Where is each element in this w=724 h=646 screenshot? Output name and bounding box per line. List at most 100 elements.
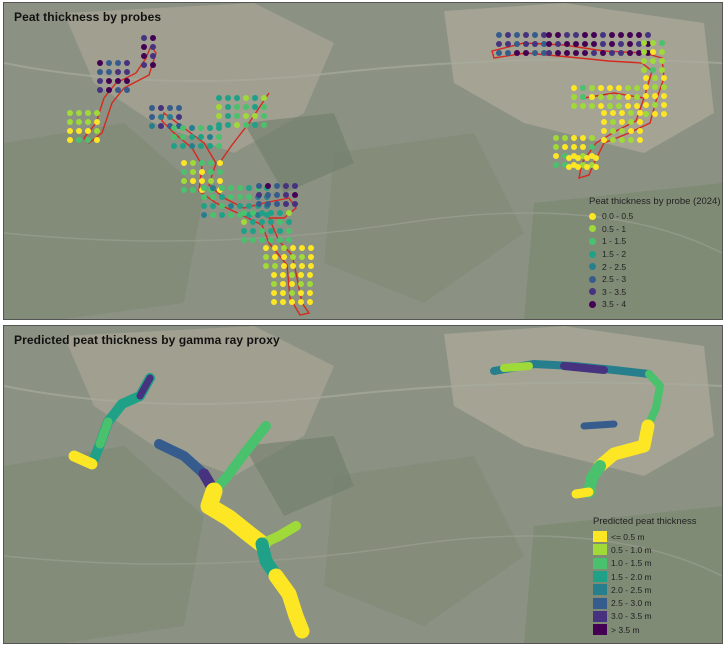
probe-point <box>298 272 304 278</box>
probe-point <box>274 183 280 189</box>
probe-point <box>261 104 267 110</box>
probe-point <box>250 219 256 225</box>
probe-point <box>618 32 624 38</box>
probe-point <box>281 245 287 251</box>
probe-point <box>618 41 624 47</box>
probe-point <box>641 67 647 73</box>
probe-point <box>634 103 640 109</box>
probe-legend: Peat thickness by probe (2024) 0.0 - 0.5… <box>589 196 721 311</box>
probe-point <box>546 50 552 56</box>
probe-point <box>598 94 604 100</box>
probe-point <box>298 290 304 296</box>
probe-point <box>271 290 277 296</box>
probe-point <box>67 119 73 125</box>
probe-point <box>243 104 249 110</box>
probe-point <box>298 299 304 305</box>
probe-point <box>265 201 271 207</box>
probe-point <box>299 254 305 260</box>
probe-point <box>607 103 613 109</box>
probe-point <box>180 125 186 131</box>
probe-point <box>106 69 112 75</box>
probe-point <box>94 128 100 134</box>
probe-point <box>598 85 604 91</box>
probe-point <box>645 32 651 38</box>
probe-point <box>598 103 604 109</box>
probe-point <box>580 135 586 141</box>
probe-map[interactable] <box>4 3 722 319</box>
probe-point <box>541 50 547 56</box>
probe-point <box>201 194 207 200</box>
probe-point <box>149 114 155 120</box>
probe-point <box>246 194 252 200</box>
probe-point <box>216 122 222 128</box>
probe-point <box>149 105 155 111</box>
probe-point <box>265 183 271 189</box>
probe-point <box>210 185 216 191</box>
legend-dot <box>589 250 596 258</box>
probe-point <box>97 60 103 66</box>
probe-point <box>261 122 267 128</box>
probe-point <box>250 237 256 243</box>
probe-point <box>652 75 658 81</box>
probe-point <box>261 113 267 119</box>
probe-point <box>307 272 313 278</box>
probe-point <box>582 50 588 56</box>
probe-point <box>217 169 223 175</box>
route-segment-branch <box>217 92 270 166</box>
probe-point <box>286 237 292 243</box>
probe-point <box>601 128 607 134</box>
probe-point <box>582 41 588 47</box>
probe-point <box>562 144 568 150</box>
probe-point <box>259 219 265 225</box>
probe-point <box>216 134 222 140</box>
probe-point <box>201 212 207 218</box>
probe-point <box>234 95 240 101</box>
probe-point <box>546 41 552 47</box>
probe-point <box>619 137 625 143</box>
probe-point <box>616 103 622 109</box>
probe-point <box>259 237 265 243</box>
probe-point <box>523 50 529 56</box>
probe-point <box>167 114 173 120</box>
probe-point <box>289 281 295 287</box>
probe-point <box>141 44 147 50</box>
gamma-strip <box>593 419 655 473</box>
probe-point <box>97 69 103 75</box>
probe-point <box>625 103 631 109</box>
probe-point <box>124 69 130 75</box>
probe-point <box>150 44 156 50</box>
probe-point <box>601 110 607 116</box>
probe-point <box>505 41 511 47</box>
probe-point <box>307 299 313 305</box>
legend-swatch <box>593 531 607 543</box>
probe-point <box>181 187 187 193</box>
probe-point <box>189 143 195 149</box>
legend-label: 2.0 - 2.5 m <box>611 584 652 595</box>
probe-point <box>634 85 640 91</box>
legend-item: 3.5 - 4 <box>589 298 721 311</box>
probe-point <box>286 228 292 234</box>
probe-point <box>94 110 100 116</box>
legend-dot <box>589 300 596 308</box>
probe-point <box>575 155 581 161</box>
legend-swatch <box>593 610 607 622</box>
probe-point <box>607 85 613 91</box>
probe-point <box>532 32 538 38</box>
legend-dot <box>589 212 596 220</box>
legend-dot <box>589 275 596 283</box>
probe-point <box>628 137 634 143</box>
probe-point <box>584 155 590 161</box>
gamma-map[interactable] <box>4 326 722 643</box>
legend-label: 3.0 - 3.5 m <box>611 611 652 622</box>
probe-point <box>652 111 658 117</box>
probe-point <box>496 50 502 56</box>
probe-point <box>259 228 265 234</box>
probe-point <box>643 84 649 90</box>
probe-points <box>67 32 667 305</box>
probe-point <box>637 128 643 134</box>
legend-label: 1.5 - 2.0 m <box>611 571 652 582</box>
probe-point <box>659 40 665 46</box>
probe-point <box>85 128 91 134</box>
probe-point <box>628 119 634 125</box>
probe-point <box>190 160 196 166</box>
